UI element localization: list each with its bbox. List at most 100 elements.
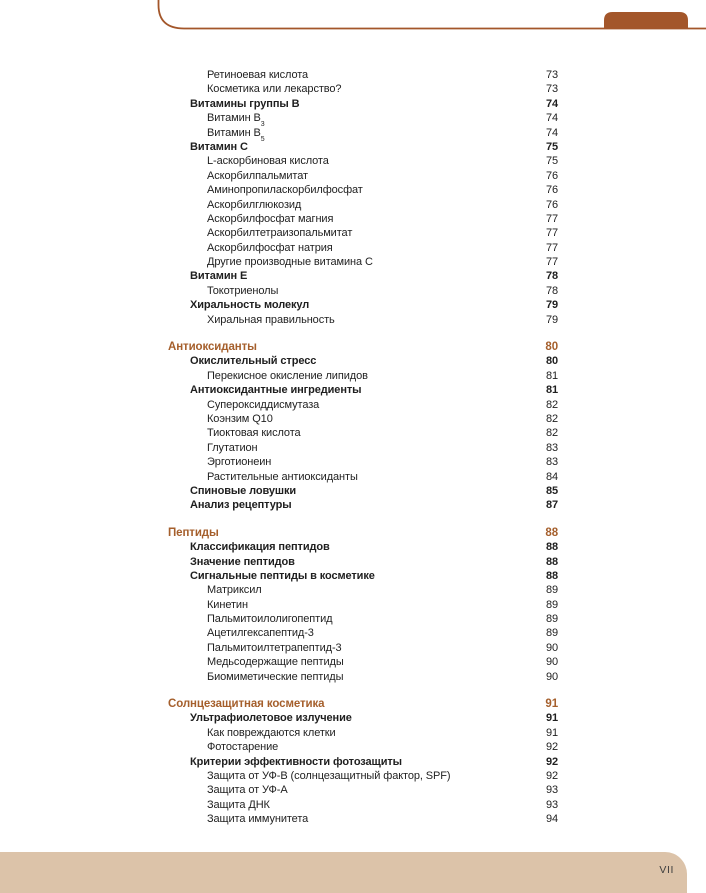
toc-entry-page: 93 [545,798,558,811]
toc-entry-title: Аскорбилпальмитат [207,169,308,182]
toc-entry-title: Витамин E [190,270,248,283]
toc-row: Солнцезащитная косметика 91 [168,697,558,711]
toc-entry-page: 77 [545,227,558,240]
toc-entry-page: 93 [545,784,558,797]
toc-entry-title: Пальмитоилтетрапептид-3 [207,641,342,654]
toc-row: Витамин C 75 [168,140,558,154]
top-rule-decoration [157,0,706,30]
toc-entry-title: Защита ДНК [207,798,270,811]
toc-entry-title: Аскорбилглюкозид [207,198,302,211]
toc-row: Как повреждаются клетки 91 [168,726,558,740]
toc-row: Коэнзим Q10 82 [168,412,558,426]
toc-entry-title: Защита иммунитета [207,813,309,826]
toc-entry-title: Витамин C [190,140,248,153]
toc-row: Другие производные витамина C 77 [168,255,558,269]
toc-entry-page: 87 [545,499,558,512]
toc-row: Ретиноевая кислота 73 [168,68,558,82]
toc-entry-page: 79 [545,313,558,326]
toc-row: Антиоксиданты 80 [168,340,558,354]
toc-entry-title: Витамин B3 [207,112,265,129]
toc-entry-page: 89 [545,627,558,640]
toc-entry-page: 82 [545,427,558,440]
toc-entry-subscript: 5 [260,135,265,143]
toc-entry-page: 88 [545,541,558,554]
toc-row: Ультрафиолетовое излучение 91 [168,711,558,725]
toc-row: Медьсодержащие пептиды 90 [168,655,558,669]
toc-entry-page: 76 [545,198,558,211]
toc-entry-page: 74 [545,126,558,139]
toc-entry-title: Матриксил [207,584,262,597]
toc-entry-page: 89 [545,613,558,626]
toc-row: Критерии эффективности фотозащиты 92 [168,755,558,769]
toc-entry-page: 88 [545,526,558,539]
footer-bar: VII [0,852,687,893]
toc-entry-title: Ацетилгексапептид-3 [207,627,314,640]
toc-row: Пальмитоилтетрапептид-3 90 [168,641,558,655]
toc-entry-title: Антиоксидантные ингредиенты [190,384,362,397]
top-rule-curve [157,0,706,30]
toc-entry-page: 92 [545,755,558,768]
toc-entry-page: 79 [545,299,558,312]
toc-row: Эрготионеин 83 [168,455,558,469]
toc-row: Глутатион 83 [168,441,558,455]
toc-entry-title: Значение пептидов [190,555,295,568]
toc-entry-page: 74 [545,112,558,125]
toc-entry-page: 76 [545,184,558,197]
toc-entry-title: Критерии эффективности фотозащиты [190,755,402,768]
toc-entry-page: 83 [545,456,558,469]
toc-entry-page: 82 [545,412,558,425]
toc-row: Значение пептидов 88 [168,555,558,569]
toc-entry-page: 77 [545,241,558,254]
toc-entry-title: Аскорбилфосфат натрия [207,241,333,254]
toc-row: Классификация пептидов 88 [168,540,558,554]
toc-entry-title: Как повреждаются клетки [207,726,336,739]
toc-entry-title: Фотостарение [207,741,279,754]
toc-row: Ацетилгексапептид-3 89 [168,626,558,640]
toc-entry-page: 80 [545,341,558,354]
toc-row: Аскорбилпальмитат 76 [168,169,558,183]
toc-row: Матриксил 89 [168,583,558,597]
toc-section: Антиоксиданты 80 Окислительный стресс 80 Пер… [168,340,558,513]
toc-row: Аскорбилглюкозид 76 [168,198,558,212]
toc-entry-title: Другие производные витамина C [207,256,373,269]
toc-entry-title: Кинетин [207,598,248,611]
toc-entry-title: Эрготионеин [207,456,272,469]
toc-section: Ретиноевая кислота 73 Косметика или лекарс… [168,68,558,327]
toc-entry-page: 90 [545,656,558,669]
toc-row: Защита иммунитета 94 [168,812,558,826]
toc-row: Витамин E 78 [168,269,558,283]
toc-row: Защита ДНК 93 [168,798,558,812]
toc-entry-title: Защита от УФ-А [207,784,288,797]
toc-entry-title: Окислительный стресс [190,355,317,368]
toc-entry-title: Пальмитоилолигопептид [207,613,333,626]
toc-row: Растительные антиоксиданты 84 [168,470,558,484]
toc-row: Кинетин 89 [168,598,558,612]
toc-entry-subscript: 3 [260,121,265,129]
toc-entry-title: Медьсодержащие пептиды [207,656,344,669]
toc-entry-page: 84 [545,470,558,483]
toc-entry-page: 73 [545,83,558,96]
toc-entry-page: 92 [545,741,558,754]
toc-entry-page: 89 [545,584,558,597]
toc-entry-page: 83 [545,441,558,454]
toc-entry-title: Солнцезащитная косметика [168,698,325,711]
toc-entry-title: Ультрафиолетовое излучение [190,712,352,725]
toc-entry-page: 75 [545,140,558,153]
toc-entry-title: Растительные антиоксиданты [207,470,358,483]
toc-entry-title: Антиоксиданты [168,341,257,354]
toc-entry-page: 74 [545,97,558,110]
toc-entry-page: 78 [545,270,558,283]
toc-entry-title: Биомиметические пептиды [207,670,344,683]
toc-row: Тиоктовая кислота 82 [168,426,558,440]
toc-entry-title: Защита от УФ-B (солнцезащитный фактор, S… [207,769,451,782]
toc-entry-title: L-аскорбиновая кислота [207,155,329,168]
toc-entry-title: Коэнзим Q10 [207,412,273,425]
toc-entry-title: Спиновые ловушки [190,484,297,497]
toc-entry-page: 88 [545,555,558,568]
toc-entry-title: Витамины группы B [190,97,300,110]
toc-entry-page: 94 [545,813,558,826]
toc-entry-title: Токотриенолы [207,284,279,297]
toc-row: Окислительный стресс 80 [168,354,558,368]
toc-list: Ретиноевая кислота 73 Косметика или лекарс… [168,68,558,827]
toc-entry-title: Хиральность молекул [190,299,310,312]
